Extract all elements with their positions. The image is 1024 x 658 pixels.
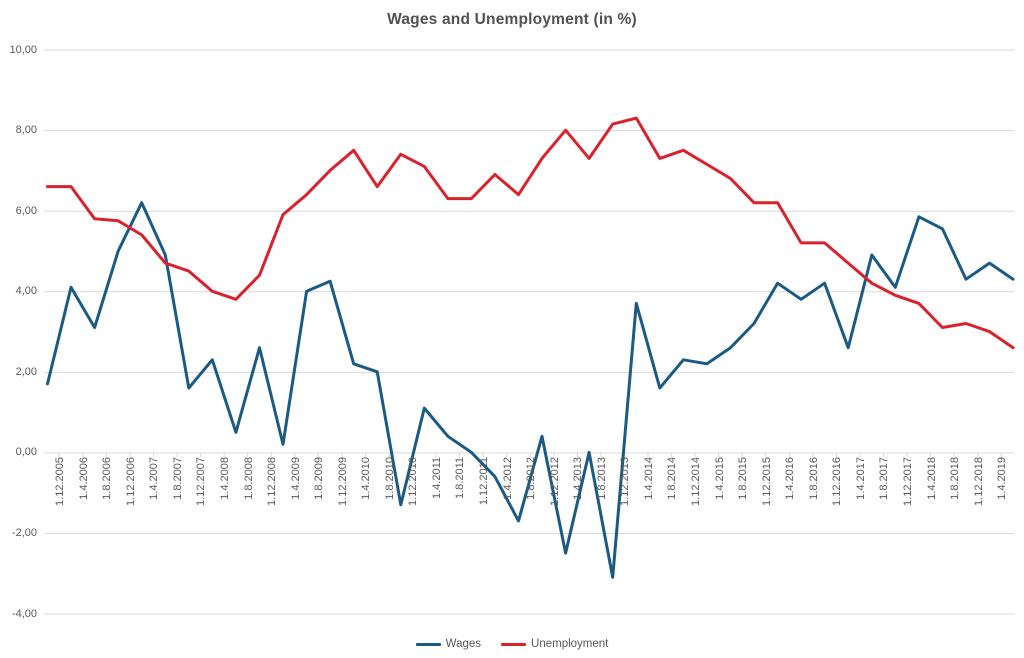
gridlines: [44, 49, 1014, 615]
x-axis-label: 1.8.2007: [171, 457, 184, 500]
x-axis-label: 1.4.2017: [854, 457, 867, 500]
y-axis-label: 6,00: [15, 204, 37, 217]
x-axis-label: 1.8.2018: [948, 457, 961, 500]
x-axis-label: 1.4.2013: [572, 457, 585, 500]
x-axis-label: 1.12.2012: [548, 457, 561, 506]
x-axis-label: 1.4.2018: [925, 457, 938, 500]
legend: Wages Unemployment: [0, 638, 1024, 650]
y-axis-label: 0,00: [15, 446, 37, 459]
x-axis-label: 1.12.2018: [972, 457, 985, 506]
y-axis-label: 4,00: [15, 285, 37, 298]
unemployment-legend-swatch: [501, 642, 527, 646]
x-axis-label: 1.12.2017: [901, 457, 914, 506]
x-axis-label: 1.12.2006: [124, 457, 137, 506]
x-axis-label: 1.8.2009: [313, 457, 326, 500]
x-axis-label: 1.12.2014: [689, 457, 702, 506]
x-axis-label: 1.8.2017: [878, 457, 891, 500]
x-axis-label: 1.8.2014: [666, 457, 679, 500]
unemployment-line: [46, 116, 1015, 350]
y-axis-label: -4,00: [11, 607, 37, 620]
x-axis-label: 1.4.2007: [148, 457, 161, 500]
x-axis-label: 1.8.2013: [595, 457, 608, 500]
x-axis-label: 1.4.2012: [501, 457, 514, 500]
x-axis-label: 1.12.2015: [760, 457, 773, 506]
unemployment-legend-label: Unemployment: [531, 638, 609, 650]
legend-item-wages: Wages: [415, 638, 482, 650]
x-axis-label: 1.4.2011: [430, 457, 443, 500]
x-axis-ticks: [58, 452, 1002, 458]
legend-item-unemployment: Unemployment: [501, 638, 608, 650]
y-axis-label: 2,00: [15, 365, 37, 378]
x-axis-label: 1.8.2015: [736, 457, 749, 500]
x-axis-label: 1.4.2009: [289, 457, 302, 500]
x-axis-label: 1.12.2007: [195, 457, 208, 506]
x-axis-label: 1.8.2016: [807, 457, 820, 500]
x-axis-label: 1.12.2013: [619, 457, 632, 506]
wages-legend-label: Wages: [445, 638, 482, 650]
x-axis-label: 1.4.2014: [642, 457, 655, 500]
x-axis-label: 1.4.2008: [218, 457, 231, 500]
wages-line: [46, 201, 1015, 579]
y-axis-label: 8,00: [15, 124, 37, 137]
x-axis-label: 1.8.2010: [383, 457, 396, 500]
x-axis-label: 1.12.2008: [265, 457, 278, 506]
chart-title: Wages and Unemployment (in %): [387, 11, 637, 28]
x-axis-label: 1.8.2008: [242, 457, 255, 500]
x-axis-label: 1.8.2011: [454, 457, 467, 500]
x-axis-label: 1.12.2009: [336, 457, 349, 506]
x-axis-label: 1.4.2016: [784, 457, 797, 500]
x-axis-label: 1.12.2005: [54, 457, 66, 506]
x-axis-label: 1.8.2012: [525, 457, 537, 500]
x-axis-label: 1.12.2016: [831, 457, 844, 506]
x-axis-label: 1.8.2006: [101, 457, 114, 500]
y-axis-label: 10,00: [9, 43, 37, 56]
x-axis-label: 1.4.2006: [77, 457, 90, 500]
x-axis-label: 1.12.2011: [477, 457, 490, 506]
x-axis-label: 1.4.2010: [360, 457, 373, 500]
y-axis-label: -2,00: [11, 526, 37, 539]
x-axis-label: 1.12.2010: [407, 457, 420, 506]
x-axis-label: 1.4.2015: [713, 457, 726, 500]
wages-legend-swatch: [415, 642, 441, 646]
x-axis-label: 1.4.2019: [996, 457, 1008, 500]
